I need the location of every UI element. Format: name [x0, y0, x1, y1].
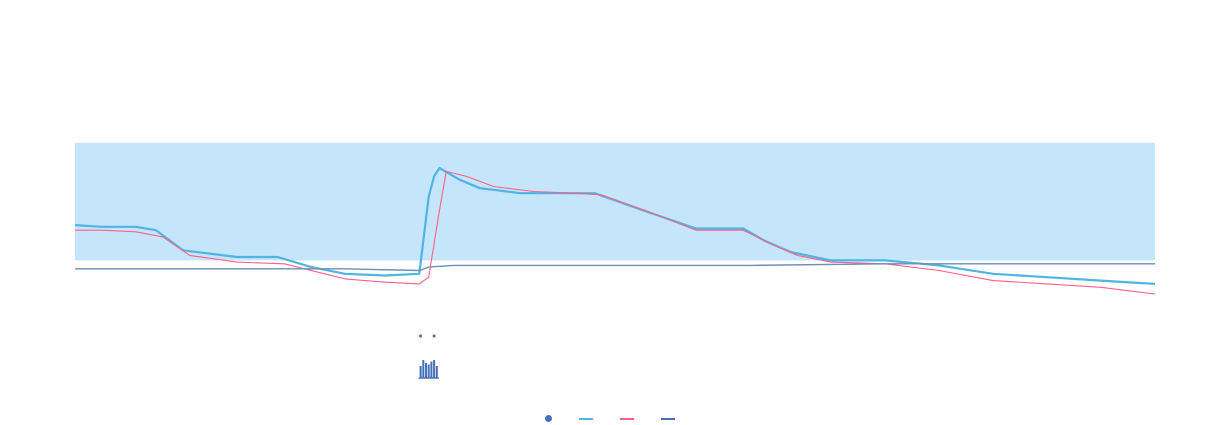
insulin-dose-bar [419, 366, 422, 378]
legend-item[interactable] [544, 415, 557, 422]
legend-item[interactable] [578, 415, 598, 422]
legend-item[interactable] [619, 415, 639, 422]
legend-line-icon [619, 417, 634, 420]
glucose-chart [74, 142, 1156, 379]
insulin-dose-marker [432, 334, 436, 338]
legend-item[interactable] [660, 415, 680, 422]
insulin-dose-bar [433, 360, 436, 378]
basal-line [75, 263, 1155, 272]
insulin-dose-bar [425, 363, 427, 378]
insulin-dose-bar [422, 360, 425, 378]
legend-line-icon [578, 417, 593, 420]
insulin-dose-bar [435, 366, 438, 378]
legend-dot-icon [544, 415, 552, 422]
insulin-dose-marker [419, 334, 423, 338]
insulin-dose-bar [427, 364, 430, 378]
glucose-line [74, 166, 1156, 285]
insulin-dose-bar [430, 361, 433, 378]
legend-line-icon [660, 417, 675, 420]
target-range-band [75, 142, 1155, 261]
chart-legend [0, 415, 1224, 422]
